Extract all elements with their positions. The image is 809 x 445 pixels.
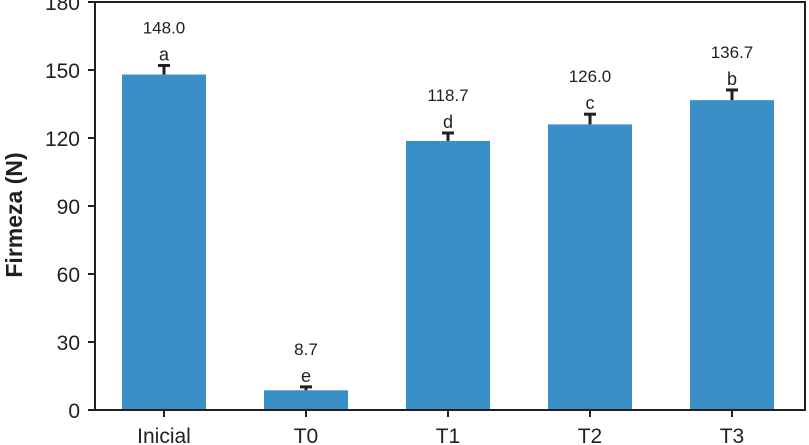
x-tick-label: Inicial <box>137 425 191 445</box>
data-label: 8.7 <box>294 340 318 359</box>
significance-letter: e <box>301 366 311 386</box>
plot-frame <box>94 1 806 411</box>
y-tick-label: 0 <box>68 400 80 423</box>
x-tick-label: T0 <box>294 425 319 445</box>
significance-letter: b <box>727 69 737 89</box>
y-tick-label: 60 <box>57 264 80 287</box>
y-tick-label: 90 <box>57 196 80 219</box>
significance-letter: d <box>443 112 453 132</box>
bar <box>406 140 490 411</box>
significance-letter: a <box>159 44 170 64</box>
data-label: 126.0 <box>569 67 612 86</box>
y-axis-label: Firmeza (N) <box>1 152 27 277</box>
bar <box>548 124 632 411</box>
y-tick-label: 150 <box>45 60 80 83</box>
bar-labels: a 148.0 e 8.7 d 118.7 c 126.0 b 136.7 <box>143 18 754 385</box>
y-tick-label: 180 <box>45 0 80 15</box>
x-tick-label: T2 <box>578 425 603 445</box>
bar <box>122 74 206 411</box>
y-tick-label: 120 <box>45 128 80 151</box>
x-tick-label: T1 <box>436 425 461 445</box>
data-label: 136.7 <box>711 43 754 62</box>
bar <box>264 390 348 410</box>
y-axis-ticks: 0 30 60 90 120 150 180 <box>45 0 95 423</box>
data-label: 118.7 <box>427 86 468 105</box>
bars <box>122 63 774 411</box>
y-tick-label: 30 <box>57 332 80 355</box>
significance-letter: c <box>586 93 595 113</box>
x-tick-label: T3 <box>720 425 745 445</box>
x-axis-ticks: Inicial T0 T1 T2 T3 <box>137 410 744 445</box>
data-label: 148.0 <box>143 18 186 37</box>
bar <box>690 100 774 410</box>
